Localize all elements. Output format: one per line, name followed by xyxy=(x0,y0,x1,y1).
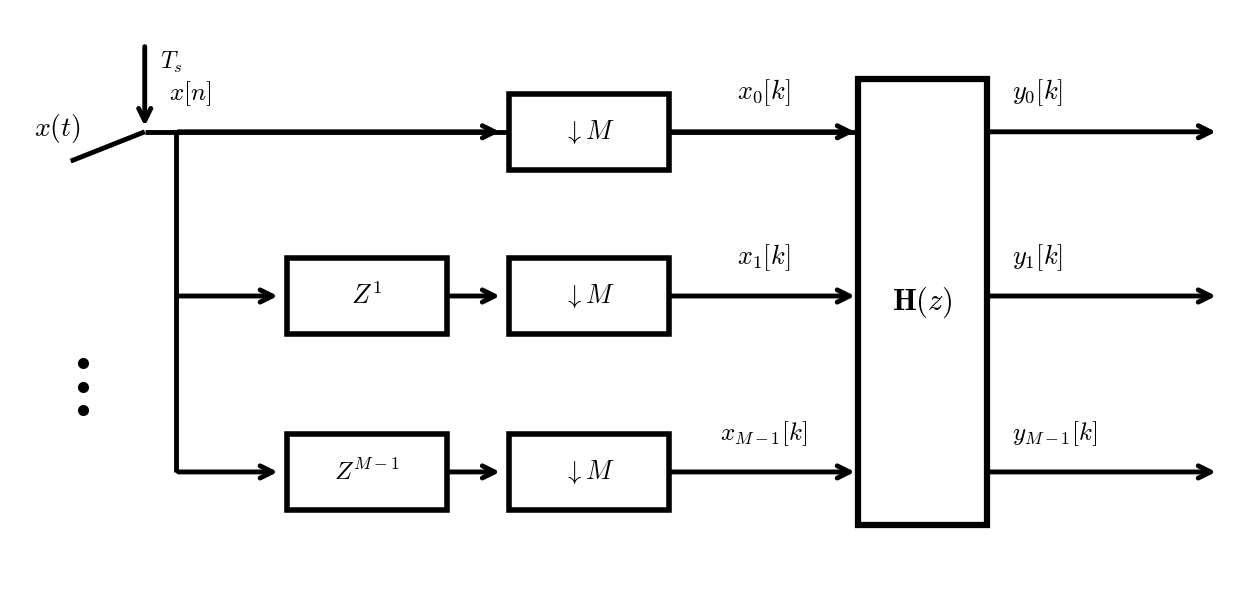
Text: $y_{M-1}[k]$: $y_{M-1}[k]$ xyxy=(1012,420,1097,449)
FancyBboxPatch shape xyxy=(508,94,670,170)
Text: $x[n]$: $x[n]$ xyxy=(170,79,212,108)
FancyBboxPatch shape xyxy=(286,258,448,334)
Text: $x_1[k]$: $x_1[k]$ xyxy=(737,242,790,272)
Text: $y_1[k]$: $y_1[k]$ xyxy=(1012,242,1063,272)
Text: $x_0[k]$: $x_0[k]$ xyxy=(737,78,790,108)
FancyBboxPatch shape xyxy=(508,258,670,334)
Text: $x_{M-1}[k]$: $x_{M-1}[k]$ xyxy=(720,420,807,449)
Text: $Z^1$: $Z^1$ xyxy=(351,282,382,310)
Text: $T_s$: $T_s$ xyxy=(160,50,182,75)
Text: $x(t)$: $x(t)$ xyxy=(33,112,81,146)
FancyBboxPatch shape xyxy=(858,79,987,525)
FancyBboxPatch shape xyxy=(508,434,670,510)
Text: $\downarrow M$: $\downarrow M$ xyxy=(563,118,615,146)
Text: $\downarrow M$: $\downarrow M$ xyxy=(563,282,615,310)
Text: $\downarrow M$: $\downarrow M$ xyxy=(563,458,615,486)
Text: $\mathbf{H}(z)$: $\mathbf{H}(z)$ xyxy=(892,284,952,320)
Text: $y_0[k]$: $y_0[k]$ xyxy=(1012,78,1063,108)
Text: $Z^{M-1}$: $Z^{M-1}$ xyxy=(334,459,399,485)
FancyBboxPatch shape xyxy=(286,434,448,510)
